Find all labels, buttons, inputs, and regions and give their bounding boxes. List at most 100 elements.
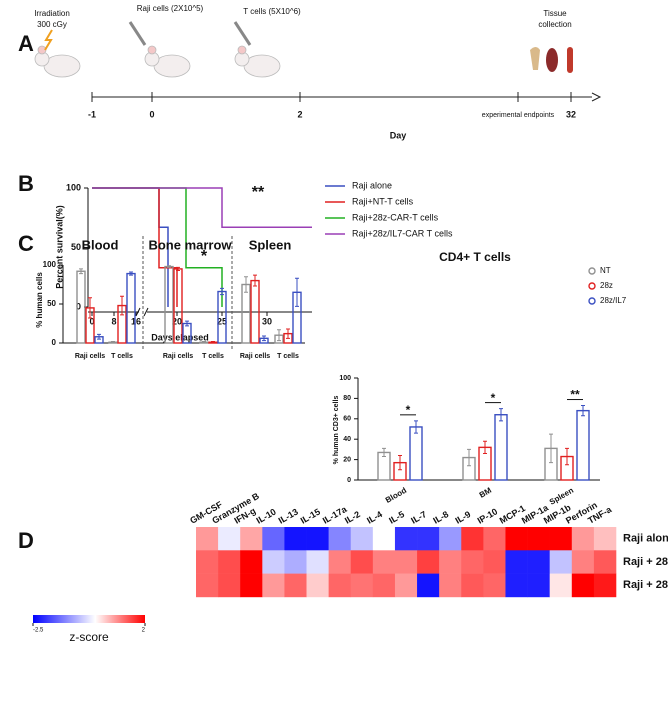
error-bar <box>211 340 215 344</box>
heatmap-cell <box>439 550 462 574</box>
heatmap-cell <box>527 527 550 551</box>
error-bar <box>549 433 553 464</box>
group-title: Spleen <box>249 237 292 252</box>
column-label: IP-10 <box>476 506 500 525</box>
step-label: 300 cGy <box>37 20 67 29</box>
error-bar <box>97 333 101 340</box>
legend-label: 28z <box>600 281 613 290</box>
error-bar <box>262 335 266 342</box>
step-label: Tissue <box>543 9 567 18</box>
y-axis-label: % human cells <box>35 272 44 328</box>
x-tick-label: Raji cells <box>163 353 193 360</box>
row-label: Raji + 28z CAR-T cells <box>623 579 668 591</box>
heatmap-cell <box>571 573 595 598</box>
error-bar <box>120 295 124 316</box>
significance: * <box>491 391 496 405</box>
y-tick-label: 50 <box>47 299 56 308</box>
step-label: collection <box>538 20 571 29</box>
error-bar <box>414 420 418 434</box>
significance: ** <box>570 388 580 402</box>
x-tick-label: 20 <box>172 316 182 326</box>
heatmap-cell <box>439 527 462 551</box>
bar <box>126 272 136 344</box>
y-tick-label: 0 <box>347 477 351 484</box>
significance: ** <box>252 184 265 201</box>
heatmap-cell <box>284 550 307 574</box>
y-tick-label: 100 <box>66 182 81 192</box>
error-bar <box>79 268 83 275</box>
y-tick-label: 0 <box>52 338 57 347</box>
heatmap-cell <box>483 573 506 598</box>
legend-marker <box>588 267 596 275</box>
heatmap-cell <box>372 550 396 574</box>
x-tick-label: 16 <box>131 316 141 326</box>
heatmap-cell <box>284 527 307 551</box>
heatmap-cell <box>328 550 352 574</box>
error-bar <box>295 277 299 307</box>
colorbar <box>33 615 145 623</box>
legend-marker <box>588 282 596 290</box>
heatmap-cell <box>262 550 285 574</box>
heatmap-cell <box>593 573 617 598</box>
heatmap-cell <box>218 573 241 598</box>
y-tick-label: 40 <box>343 436 351 443</box>
error-bar <box>277 329 281 342</box>
heatmap-cell <box>350 573 374 598</box>
heatmap-cell <box>328 527 352 551</box>
x-tick-label: 25 <box>217 316 227 326</box>
heatmap-cell <box>505 527 528 551</box>
heatmap-cell <box>439 573 462 598</box>
heatmap-cell <box>240 573 263 598</box>
bar <box>576 409 590 481</box>
legend-marker <box>588 297 596 305</box>
step-label: Irradiation <box>34 9 70 18</box>
legend-label: Raji+28z-CAR-T cells <box>352 212 439 222</box>
panel-letter: C <box>18 231 34 256</box>
heatmap-cell <box>461 550 484 574</box>
panel-letter: B <box>18 171 34 196</box>
bar <box>494 414 508 481</box>
legend-label: Raji+28z/IL7-CAR T cells <box>352 228 453 238</box>
axis-break <box>135 307 149 317</box>
x-tick-label: BM <box>478 486 494 500</box>
heatmap-cell <box>461 573 484 598</box>
colorbar-label: z-score <box>69 630 109 644</box>
heatmap-cell <box>218 527 241 551</box>
timeline-tick-label: 32 <box>566 109 576 119</box>
heatmap-cell <box>394 550 418 574</box>
timeline-tick-label: 0 <box>149 109 154 119</box>
error-bar <box>382 447 386 458</box>
colorbar-tick-label: -2.5 <box>33 628 44 634</box>
row-label: Raji alone <box>623 533 668 545</box>
x-tick-label: T cells <box>202 353 224 360</box>
legend-label: Raji+NT-T cells <box>352 196 414 206</box>
legend-label: NT <box>600 266 611 275</box>
error-bar <box>398 455 402 471</box>
y-tick-label: 0 <box>76 301 81 311</box>
bar <box>409 426 423 481</box>
heatmap-cell <box>417 573 440 598</box>
heatmap-cell <box>306 573 329 598</box>
timeline-tick-label: experimental endpoints <box>482 112 555 119</box>
heatmap-cell <box>372 573 396 598</box>
row-label: Raji + 28z/IL7 CAR-T cells <box>623 556 668 568</box>
colorbar-tick-label: 2 <box>142 628 146 634</box>
heatmap-cell <box>328 573 352 598</box>
error-bar <box>88 297 92 319</box>
heatmap-cell <box>372 527 396 551</box>
error-bar <box>253 274 257 287</box>
x-tick-label: 0 <box>89 316 94 326</box>
heatmap-cell <box>240 527 263 551</box>
bar <box>241 283 251 344</box>
heatmap-cell <box>461 527 484 551</box>
error-bar <box>129 271 133 276</box>
group-title: Blood <box>82 237 119 252</box>
error-bar <box>499 408 503 422</box>
heatmap-cell <box>417 550 440 574</box>
heatmap-cell <box>306 550 329 574</box>
significance: * <box>406 403 411 417</box>
panel-letter: A <box>18 31 34 56</box>
heatmap-cell <box>262 573 285 598</box>
error-bar <box>185 320 189 327</box>
